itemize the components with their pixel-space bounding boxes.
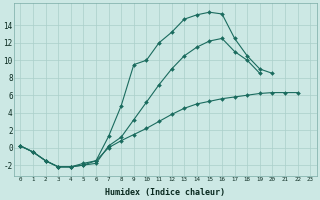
X-axis label: Humidex (Indice chaleur): Humidex (Indice chaleur) bbox=[105, 188, 225, 197]
